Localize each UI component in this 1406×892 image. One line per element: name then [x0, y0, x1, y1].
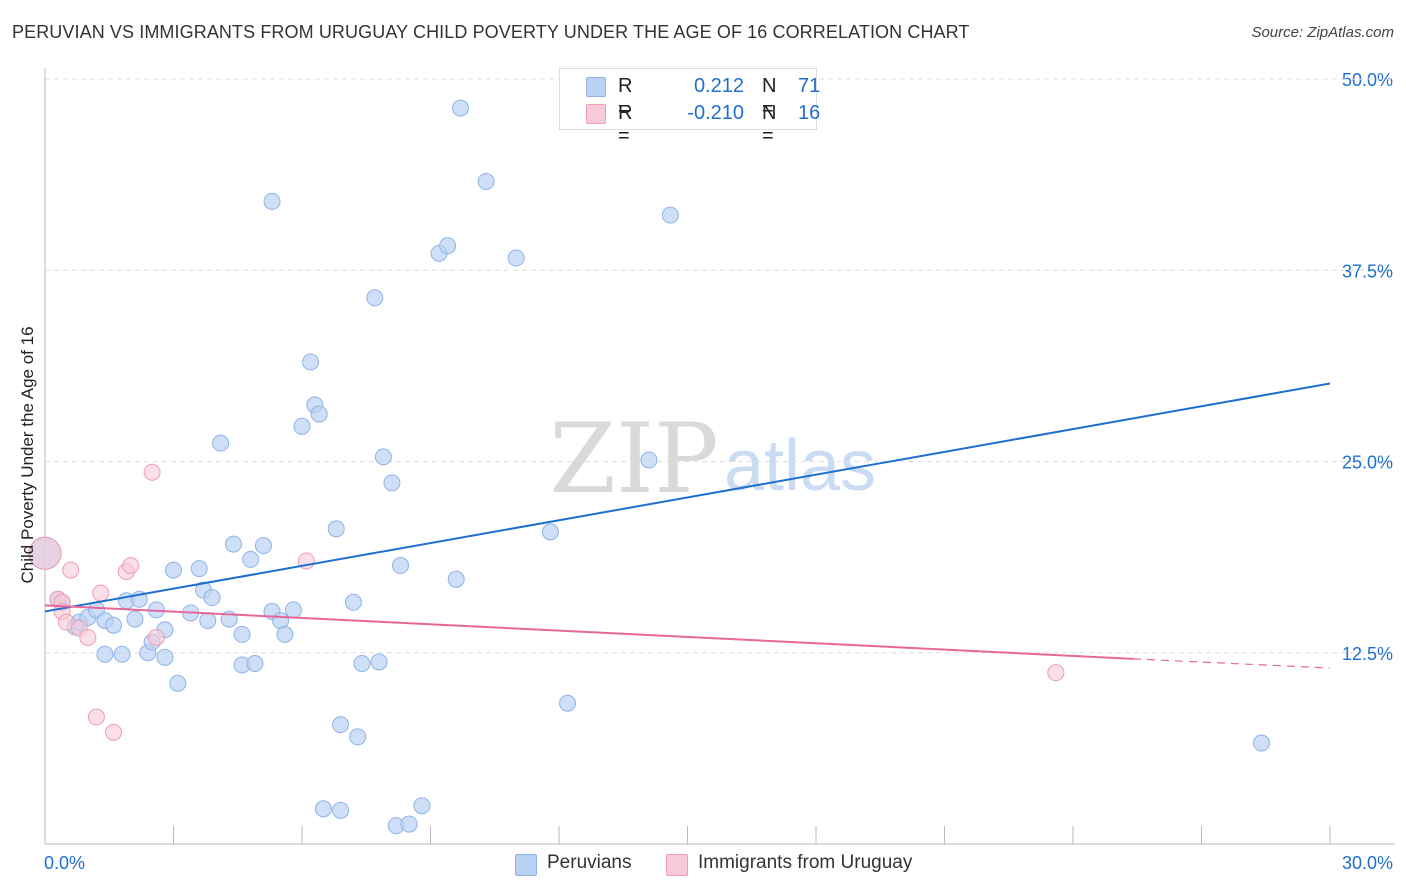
- y-tick-label: 37.5%: [1342, 261, 1393, 281]
- peruvians-point: [507, 249, 525, 267]
- n-value: 71: [798, 75, 821, 97]
- stats-legend: R = 0.212 N = 71 R = -0.210 N = 16: [559, 68, 821, 147]
- peruvians-point: [349, 728, 367, 746]
- legend-label-peruvians: Peruvians: [547, 852, 632, 873]
- peruvians-point: [105, 616, 123, 634]
- peruvians-point: [332, 801, 350, 819]
- r-label: R =: [618, 102, 633, 147]
- uruguay-point: [28, 536, 62, 570]
- y-tick-label: 25.0%: [1342, 453, 1393, 473]
- peruvians-point: [156, 648, 174, 666]
- peruvians-point: [541, 523, 559, 541]
- uruguay-point: [147, 628, 165, 646]
- peruvians-point: [1252, 734, 1270, 752]
- uruguay-point: [92, 584, 110, 602]
- peruvians-point: [224, 535, 242, 553]
- peruvians-point: [242, 550, 260, 568]
- peruvians-point: [293, 417, 311, 435]
- peruvians-point: [113, 645, 131, 663]
- n-label: N =: [762, 102, 777, 147]
- peruvians-point: [383, 474, 401, 492]
- peruvians-point: [314, 800, 332, 818]
- peruvians-point: [310, 405, 328, 423]
- y-axis-label: Child Poverty Under the Age of 16: [18, 326, 37, 584]
- peruvians-swatch: [586, 77, 606, 97]
- peruvians-point: [332, 716, 350, 734]
- r-label: R =: [618, 75, 633, 120]
- peruvians-point: [392, 557, 410, 575]
- peruvians-point: [199, 612, 217, 630]
- peruvians-point: [96, 645, 114, 663]
- peruvians-point: [212, 434, 230, 452]
- peruvians-point: [413, 797, 431, 815]
- peruvians-swatch: [515, 854, 537, 876]
- peruvians-point: [366, 289, 384, 307]
- r-value: -0.210: [687, 102, 744, 124]
- uruguay-point: [62, 561, 80, 579]
- n-label: N =: [762, 75, 777, 120]
- peruvians-trendline: [44, 382, 1331, 613]
- peruvians-point: [284, 601, 302, 619]
- uruguay-swatch: [586, 104, 606, 124]
- peruvians-point: [169, 674, 187, 692]
- uruguay-point: [1047, 664, 1065, 682]
- peruvians-point: [640, 451, 658, 469]
- legend-label-uruguay: Immigrants from Uruguay: [698, 852, 913, 873]
- source-label: Source: ZipAtlas.com: [1251, 24, 1394, 41]
- uruguay-trendline-extension: [1132, 658, 1331, 669]
- peruvians-point: [327, 520, 345, 538]
- peruvians-point: [233, 625, 251, 643]
- uruguay-point: [87, 708, 105, 726]
- peruvians-points: [28, 99, 1270, 835]
- peruvians-point: [254, 537, 272, 555]
- peruvians-point: [477, 173, 495, 191]
- peruvians-point: [661, 206, 679, 224]
- peruvians-point: [353, 654, 371, 672]
- n-value: 16: [798, 102, 821, 124]
- uruguay-point: [105, 723, 123, 741]
- peruvians-point: [263, 192, 281, 210]
- uruguay-trendline: [44, 604, 1134, 660]
- y-tick-label: 12.5%: [1342, 644, 1393, 664]
- peruvians-point: [447, 570, 465, 588]
- peruvians-point: [165, 561, 182, 579]
- peruvians-point: [126, 610, 144, 628]
- peruvians-point: [344, 593, 362, 611]
- peruvians-point: [302, 353, 320, 371]
- uruguay-point: [122, 557, 140, 575]
- peruvians-point: [203, 589, 221, 607]
- series-legend: Peruvians Immigrants from Uruguay: [0, 852, 1406, 878]
- peruvians-point: [439, 237, 457, 255]
- chart-title: PERUVIAN VS IMMIGRANTS FROM URUGUAY CHIL…: [12, 22, 970, 42]
- peruvians-point: [370, 653, 388, 671]
- x-tick-label-max: 30.0%: [1342, 853, 1393, 873]
- uruguay-points: [28, 463, 1065, 741]
- peruvians-point: [400, 815, 418, 833]
- peruvians-point: [276, 625, 294, 643]
- peruvians-point: [246, 654, 264, 672]
- peruvians-point: [190, 560, 208, 578]
- r-value: 0.212: [693, 75, 744, 97]
- uruguay-point: [143, 463, 161, 481]
- watermark-atlas: atlas: [724, 426, 876, 506]
- peruvians-point: [374, 448, 392, 466]
- peruvians-point: [451, 99, 469, 117]
- uruguay-swatch: [666, 854, 688, 876]
- y-tick-label: 50.0%: [1342, 70, 1393, 90]
- x-tick-label-min: 0.0%: [44, 853, 85, 873]
- watermark-zip: ZIP: [549, 403, 718, 515]
- peruvians-point: [559, 694, 577, 712]
- uruguay-point: [79, 628, 97, 646]
